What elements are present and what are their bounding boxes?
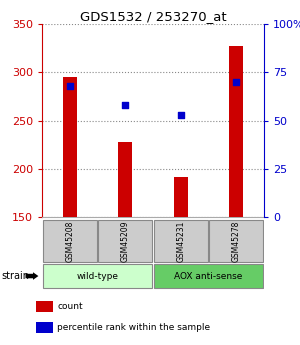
Bar xyxy=(118,142,132,217)
Text: GSM45231: GSM45231 xyxy=(176,220,185,262)
Bar xyxy=(98,220,152,262)
Bar xyxy=(43,264,152,288)
Bar xyxy=(36,322,52,333)
Text: GSM45209: GSM45209 xyxy=(121,220,130,262)
Text: strain: strain xyxy=(2,271,29,281)
Text: percentile rank within the sample: percentile rank within the sample xyxy=(57,323,210,332)
Text: GSM45278: GSM45278 xyxy=(232,220,241,262)
Bar xyxy=(154,220,208,262)
Point xyxy=(234,79,239,85)
Text: AOX anti-sense: AOX anti-sense xyxy=(174,272,243,280)
Text: GSM45208: GSM45208 xyxy=(65,220,74,262)
Point xyxy=(123,102,128,108)
Text: wild-type: wild-type xyxy=(76,272,118,280)
Bar xyxy=(43,220,97,262)
Bar xyxy=(63,77,77,217)
Bar xyxy=(154,264,263,288)
Title: GDS1532 / 253270_at: GDS1532 / 253270_at xyxy=(80,10,226,23)
Bar xyxy=(209,220,263,262)
Bar xyxy=(229,46,243,217)
Point xyxy=(68,83,72,89)
Bar xyxy=(36,301,52,312)
Text: count: count xyxy=(57,302,82,311)
Point xyxy=(178,112,183,118)
Bar xyxy=(174,177,188,217)
